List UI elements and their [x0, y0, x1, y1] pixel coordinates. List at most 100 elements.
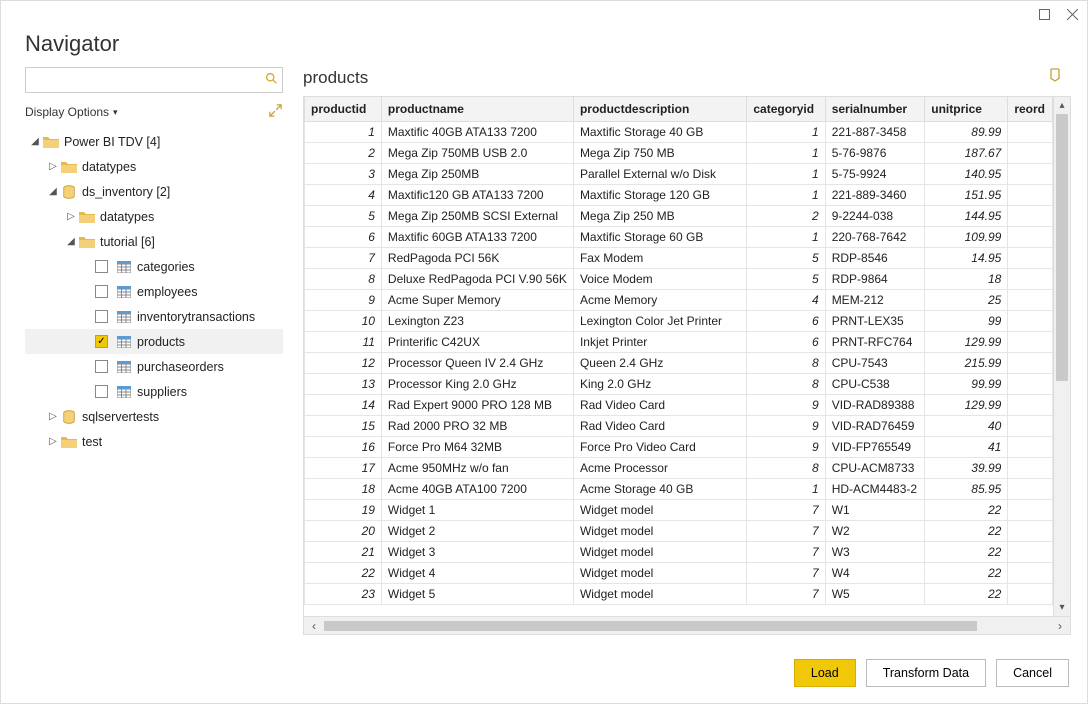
table-cell: 9 [747, 436, 825, 457]
table-cell [1008, 499, 1053, 520]
horizontal-scrollbar[interactable]: ‹ › [304, 616, 1070, 634]
checkbox[interactable] [95, 360, 108, 373]
table-row[interactable]: 13Processor King 2.0 GHzKing 2.0 GHz8CPU… [305, 373, 1053, 394]
table-cell: 215.99 [925, 352, 1008, 373]
tree-label: test [82, 435, 102, 449]
table-cell: 109.99 [925, 226, 1008, 247]
table-row[interactable]: 11Printerific C42UXInkjet Printer6PRNT-R… [305, 331, 1053, 352]
table-cell [1008, 247, 1053, 268]
table-row[interactable]: 20Widget 2Widget model7W222 [305, 520, 1053, 541]
table-cell: 7 [747, 541, 825, 562]
table-row[interactable]: 6Maxtific 60GB ATA133 7200Maxtific Stora… [305, 226, 1053, 247]
tree-node-dsinventory[interactable]: ◢ ds_inventory [2] [25, 179, 283, 204]
tree-node-datatypes1[interactable]: ▷ datatypes [25, 154, 283, 179]
table-row[interactable]: 1Maxtific 40GB ATA133 7200Maxtific Stora… [305, 121, 1053, 142]
maximize-icon[interactable] [1037, 7, 1051, 21]
tree-node-datatypes2[interactable]: ▷ datatypes [25, 204, 283, 229]
table-cell: Widget model [573, 583, 746, 604]
table-cell: King 2.0 GHz [573, 373, 746, 394]
table-row[interactable]: 14Rad Expert 9000 PRO 128 MBRad Video Ca… [305, 394, 1053, 415]
table-cell [1008, 457, 1053, 478]
display-options[interactable]: Display Options ▾ [25, 105, 118, 119]
table-cell: 187.67 [925, 142, 1008, 163]
tree-leaf-purchaseorders[interactable]: purchaseorders [25, 354, 283, 379]
table-cell: 1 [747, 478, 825, 499]
table-cell: 25 [925, 289, 1008, 310]
table-cell: 4 [305, 184, 382, 205]
table-cell [1008, 310, 1053, 331]
table-row[interactable]: 15Rad 2000 PRO 32 MBRad Video Card9VID-R… [305, 415, 1053, 436]
table-cell: 221-889-3460 [825, 184, 925, 205]
table-cell: 7 [305, 247, 382, 268]
checkbox[interactable] [95, 285, 108, 298]
table-cell: 85.95 [925, 478, 1008, 499]
table-row[interactable]: 23Widget 5Widget model7W522 [305, 583, 1053, 604]
column-header[interactable]: serialnumber [825, 97, 925, 121]
tree-leaf-inventorytransactions[interactable]: inventorytransactions [25, 304, 283, 329]
tree-leaf-products[interactable]: products [25, 329, 283, 354]
checkbox[interactable] [95, 310, 108, 323]
search-input[interactable] [30, 69, 265, 91]
table-row[interactable]: 10Lexington Z23Lexington Color Jet Print… [305, 310, 1053, 331]
table-row[interactable]: 4Maxtific120 GB ATA133 7200Maxtific Stor… [305, 184, 1053, 205]
table-row[interactable]: 8Deluxe RedPagoda PCI V.90 56KVoice Mode… [305, 268, 1053, 289]
table-row[interactable]: 12Processor Queen IV 2.4 GHzQueen 2.4 GH… [305, 352, 1053, 373]
table-cell: 1 [747, 142, 825, 163]
column-header[interactable]: unitprice [925, 97, 1008, 121]
table-cell: 11 [305, 331, 382, 352]
tree-node-root[interactable]: ◢ Power BI TDV [4] [25, 129, 283, 154]
table-cell: 15 [305, 415, 382, 436]
checkbox[interactable] [95, 385, 108, 398]
scroll-left-icon[interactable]: ‹ [304, 619, 324, 633]
table-cell [1008, 331, 1053, 352]
tree-leaf-suppliers[interactable]: suppliers [25, 379, 283, 404]
table-row[interactable]: 2Mega Zip 750MB USB 2.0Mega Zip 750 MB15… [305, 142, 1053, 163]
transform-data-button[interactable]: Transform Data [866, 659, 986, 687]
table-cell: 17 [305, 457, 382, 478]
table-cell: 39.99 [925, 457, 1008, 478]
table-row[interactable]: 7RedPagoda PCI 56KFax Modem5RDP-854614.9… [305, 247, 1053, 268]
table-row[interactable]: 18Acme 40GB ATA100 7200Acme Storage 40 G… [305, 478, 1053, 499]
column-header[interactable]: productdescription [573, 97, 746, 121]
checkbox[interactable] [95, 260, 108, 273]
table-cell: Maxtific120 GB ATA133 7200 [381, 184, 573, 205]
scroll-thumb[interactable] [324, 621, 977, 631]
table-row[interactable]: 16Force Pro M64 32MBForce Pro Video Card… [305, 436, 1053, 457]
preview-refresh-icon[interactable] [1047, 67, 1063, 88]
table-cell: Queen 2.4 GHz [573, 352, 746, 373]
scroll-right-icon[interactable]: › [1050, 619, 1070, 633]
table-row[interactable]: 5Mega Zip 250MB SCSI ExternalMega Zip 25… [305, 205, 1053, 226]
tree-node-test[interactable]: ▷ test [25, 429, 283, 454]
table-row[interactable]: 9Acme Super MemoryAcme Memory4MEM-21225 [305, 289, 1053, 310]
tree-node-tutorial[interactable]: ◢ tutorial [6] [25, 229, 283, 254]
table-row[interactable]: 22Widget 4Widget model7W422 [305, 562, 1053, 583]
load-button[interactable]: Load [794, 659, 856, 687]
column-header[interactable]: productname [381, 97, 573, 121]
scroll-up-icon[interactable]: ▴ [1054, 97, 1070, 114]
table-row[interactable]: 21Widget 3Widget model7W322 [305, 541, 1053, 562]
scroll-thumb[interactable] [1056, 114, 1068, 381]
tree-leaf-employees[interactable]: employees [25, 279, 283, 304]
vertical-scrollbar[interactable]: ▴ ▾ [1053, 97, 1070, 616]
table-cell: 1 [747, 184, 825, 205]
table-cell: 23 [305, 583, 382, 604]
table-cell [1008, 520, 1053, 541]
search-icon[interactable] [265, 72, 278, 88]
table-cell: 99.99 [925, 373, 1008, 394]
column-header[interactable]: reord [1008, 97, 1053, 121]
tree-leaf-categories[interactable]: categories [25, 254, 283, 279]
cancel-button[interactable]: Cancel [996, 659, 1069, 687]
search-box[interactable] [25, 67, 283, 93]
column-header[interactable]: productid [305, 97, 382, 121]
table-row[interactable]: 19Widget 1Widget model7W122 [305, 499, 1053, 520]
column-header[interactable]: categoryid [747, 97, 825, 121]
table-row[interactable]: 3Mega Zip 250MBParallel External w/o Dis… [305, 163, 1053, 184]
close-icon[interactable] [1065, 7, 1079, 21]
refresh-icon[interactable] [268, 103, 283, 121]
table-cell [1008, 436, 1053, 457]
table-row[interactable]: 17Acme 950MHz w/o fanAcme Processor8CPU-… [305, 457, 1053, 478]
checkbox-checked[interactable] [95, 335, 108, 348]
scroll-down-icon[interactable]: ▾ [1054, 599, 1070, 616]
tree-node-sqlservertests[interactable]: ▷ sqlservertests [25, 404, 283, 429]
table-icon [116, 385, 132, 399]
